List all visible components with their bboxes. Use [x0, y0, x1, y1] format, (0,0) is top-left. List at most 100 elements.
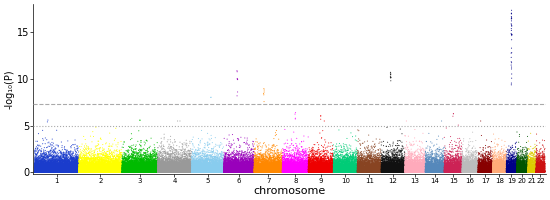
Point [355, 170, 364, 173]
Point [536, 170, 544, 174]
Point [301, 168, 310, 171]
Point [168, 162, 177, 165]
Point [77, 171, 86, 174]
Point [185, 169, 194, 172]
Point [271, 168, 280, 172]
Point [184, 161, 192, 164]
Point [166, 166, 175, 169]
Point [239, 167, 248, 170]
Point [41, 164, 50, 167]
Point [259, 164, 268, 167]
Point [478, 160, 487, 164]
Point [336, 171, 345, 174]
Point [502, 164, 510, 167]
Point [52, 161, 61, 164]
Point [472, 167, 481, 170]
Point [532, 154, 541, 157]
Point [338, 169, 346, 172]
Point [505, 161, 514, 164]
Point [137, 166, 146, 169]
Point [179, 166, 188, 169]
Point [502, 162, 511, 166]
Point [359, 169, 368, 172]
Point [303, 170, 312, 173]
Point [284, 170, 293, 173]
Point [31, 157, 40, 160]
Point [206, 168, 215, 171]
Point [289, 170, 298, 173]
Point [183, 165, 192, 168]
Point [529, 157, 537, 161]
Point [421, 167, 430, 171]
Point [487, 170, 496, 173]
Point [364, 168, 372, 171]
Point [136, 164, 145, 167]
Point [186, 169, 195, 172]
Point [62, 168, 71, 172]
Point [142, 170, 151, 173]
Point [212, 168, 221, 172]
Point [136, 171, 145, 174]
Point [119, 166, 128, 169]
Point [142, 168, 151, 171]
Point [391, 162, 400, 165]
Point [97, 170, 106, 173]
Point [246, 171, 255, 174]
Point [127, 168, 136, 172]
Point [54, 168, 63, 171]
Point [85, 170, 94, 173]
Point [71, 164, 80, 168]
Point [498, 168, 507, 171]
Point [510, 157, 519, 160]
Point [168, 151, 177, 154]
Point [355, 168, 364, 172]
Point [111, 158, 120, 161]
Point [59, 167, 68, 170]
Point [417, 148, 426, 151]
Point [201, 160, 210, 163]
Point [404, 158, 413, 161]
Point [371, 163, 380, 167]
Point [463, 155, 472, 158]
Point [113, 167, 122, 170]
Point [518, 170, 526, 174]
Point [47, 169, 56, 172]
Point [178, 165, 187, 168]
Point [63, 170, 72, 173]
Point [324, 171, 333, 174]
Point [234, 171, 243, 174]
Point [388, 167, 397, 171]
Point [56, 168, 64, 171]
Point [531, 170, 540, 174]
Point [296, 170, 305, 174]
Point [48, 170, 57, 173]
Point [527, 163, 536, 166]
Point [245, 157, 254, 160]
Point [106, 170, 115, 173]
Point [168, 168, 177, 171]
Point [254, 171, 263, 174]
Point [450, 165, 459, 168]
Point [267, 169, 276, 173]
Point [36, 162, 45, 165]
Point [74, 166, 83, 170]
Point [393, 171, 402, 174]
Point [432, 169, 441, 172]
Point [452, 165, 460, 169]
Point [246, 167, 255, 170]
Point [170, 164, 179, 168]
Point [486, 169, 494, 172]
Point [305, 168, 314, 171]
Point [276, 165, 285, 169]
Point [300, 171, 309, 174]
Point [262, 170, 271, 173]
Point [260, 167, 268, 170]
Point [102, 169, 111, 173]
Point [344, 164, 353, 167]
Point [280, 157, 289, 161]
Point [238, 167, 246, 170]
Point [535, 161, 543, 164]
Point [154, 169, 163, 172]
Point [278, 166, 287, 169]
Point [240, 168, 249, 172]
